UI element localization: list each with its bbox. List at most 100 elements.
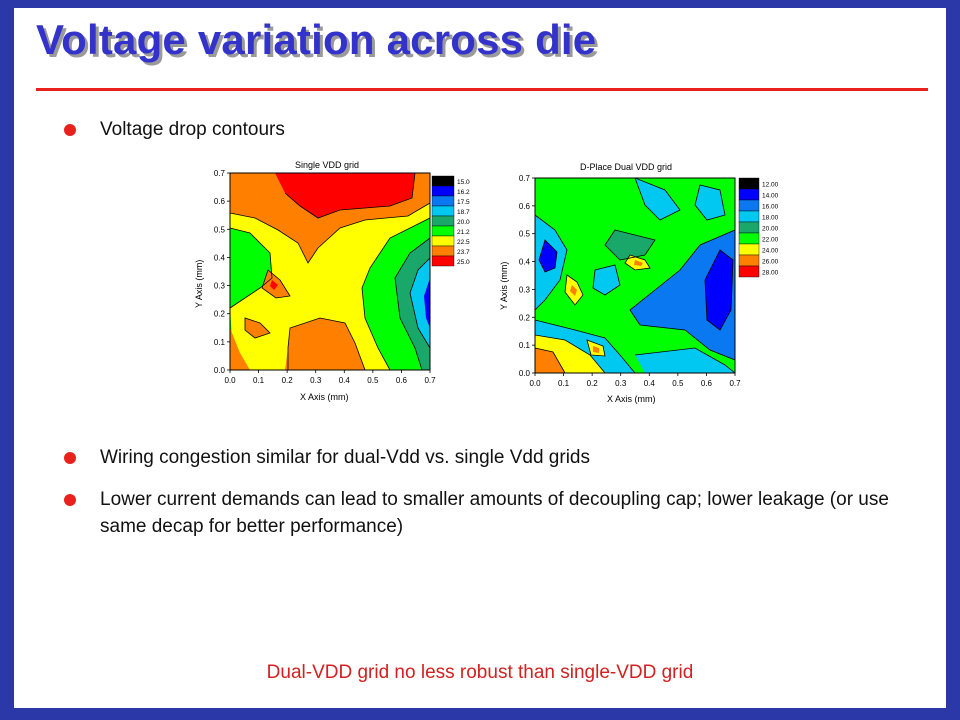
y-tick-label: 0.1 [519,341,531,350]
legend-swatch [431,225,455,237]
x-tick-label: 0.5 [367,376,379,385]
legend-label: 16.00 [762,204,779,211]
y-tick-label: 0.5 [214,225,226,234]
legend-swatch [738,199,760,212]
color-legend: 12.00 14.00 16.00 18.00 20.00 22.00 24.00 26.00… [738,177,779,278]
legend-swatch [738,243,760,256]
legend-label: 25.00 [457,259,470,266]
x-tick-label: 0.6 [396,376,408,385]
contour-plot-dual-vdd: D-Place Dual VDD grid [495,160,780,410]
legend-swatch [431,195,455,207]
legend-swatch [738,254,760,267]
x-tick-label: 0.3 [615,379,627,388]
x-tick-label: 0.7 [729,379,741,388]
y-tick-label: 0.4 [519,258,531,267]
color-legend: 15.00 16.25 17.50 18.75 20.00 21.25 22.50 23.75… [431,175,470,267]
bullet-item: Lower current demands can lead to smalle… [64,486,904,540]
legend-label: 15.00 [457,179,470,186]
bullet-dot-icon [64,494,76,506]
y-tick-label: 0.6 [214,197,226,206]
legend-label: 12.00 [762,182,779,189]
legend-label: 26.00 [762,259,779,266]
y-axis-label: Y Axis (mm) [194,260,204,308]
bullet-item: Voltage drop contours [64,116,904,143]
legend-swatch [738,221,760,234]
contour-lines [534,177,736,374]
bullet-item: Wiring congestion similar for dual-Vdd v… [64,444,904,471]
bullet-dot-icon [64,124,76,136]
legend-label: 16.25 [457,189,470,196]
x-tick-label: 0.0 [224,376,236,385]
plot-frame [534,177,736,374]
legend-label: 20.00 [457,219,470,226]
x-tick-label: 0.1 [558,379,570,388]
x-axis-label: X Axis (mm) [300,392,349,402]
y-tick-label: 0.1 [214,338,226,347]
x-axis-ticks: 0.0 0.1 0.2 0.3 0.4 0.5 0.6 0.7 [529,373,741,388]
y-tick-label: 0.5 [519,230,531,239]
y-tick-label: 0.7 [519,174,531,183]
y-tick-label: 0.0 [519,369,531,378]
x-tick-label: 0.2 [282,376,294,385]
legend-label: 24.00 [762,248,779,255]
legend-label: 18.00 [762,215,779,222]
plot-frame [229,172,431,371]
x-tick-label: 0.6 [701,379,713,388]
x-tick-label: 0.4 [339,376,351,385]
x-tick-label: 0.0 [529,379,541,388]
legend-swatch [431,255,455,267]
y-tick-label: 0.7 [214,169,226,178]
legend-swatch [431,205,455,217]
bullet-dot-icon [64,452,76,464]
y-tick-label: 0.0 [214,366,226,375]
legend-swatch [431,235,455,247]
legend-label: 28.00 [762,270,779,277]
y-axis-ticks: 0.0 0.1 0.2 0.3 0.4 0.5 0.6 0.7 [214,169,230,375]
frame-bottom-bar [0,708,960,720]
y-tick-label: 0.3 [519,285,531,294]
slide-title: Voltage variation across die [36,16,597,63]
legend-label: 20.00 [762,226,779,233]
y-tick-label: 0.2 [519,313,531,322]
legend-swatch [431,245,455,257]
x-tick-label: 0.7 [424,376,436,385]
legend-swatch [431,215,455,227]
y-tick-label: 0.2 [214,310,226,319]
legend-label: 18.75 [457,209,470,216]
plot-title: D-Place Dual VDD grid [580,162,672,172]
legend-swatch [738,188,760,201]
bullet-text: Wiring congestion similar for dual-Vdd v… [100,447,590,468]
legend-swatch [738,210,760,223]
y-tick-label: 0.6 [519,202,531,211]
legend-label: 22.00 [762,237,779,244]
legend-swatch [431,175,455,187]
x-axis-ticks: 0.0 0.1 0.2 0.3 0.4 0.5 0.6 0.7 [224,370,436,385]
y-tick-label: 0.3 [214,282,226,291]
x-tick-label: 0.4 [644,379,656,388]
y-axis-ticks: 0.0 0.1 0.2 0.3 0.4 0.5 0.6 0.7 [519,174,535,378]
x-tick-label: 0.3 [310,376,322,385]
legend-swatch [738,232,760,245]
bullet-text: Lower current demands can lead to smalle… [100,489,889,537]
y-tick-label: 0.4 [214,253,226,262]
frame-top-bar [0,0,960,8]
legend-swatch [431,185,455,197]
frame-left-bar [0,0,14,720]
legend-label: 21.25 [457,229,470,236]
x-tick-label: 0.2 [587,379,599,388]
title-divider [36,88,928,91]
x-tick-label: 0.5 [672,379,684,388]
contour-plot-single-vdd: Single VDD grid [190,158,470,408]
frame-right-bar [946,0,960,720]
legend-label: 17.50 [457,199,470,206]
legend-swatch [738,265,760,278]
contour-lines [229,172,431,371]
y-axis-label: Y Axis (mm) [499,262,509,310]
slide-footer-note: Dual-VDD grid no less robust than single… [266,662,694,683]
legend-label: 14.00 [762,193,779,200]
x-tick-label: 0.1 [253,376,265,385]
legend-swatch [738,177,760,190]
plot-title: Single VDD grid [295,160,359,170]
legend-label: 23.75 [457,249,470,256]
bullet-text: Voltage drop contours [100,119,285,140]
